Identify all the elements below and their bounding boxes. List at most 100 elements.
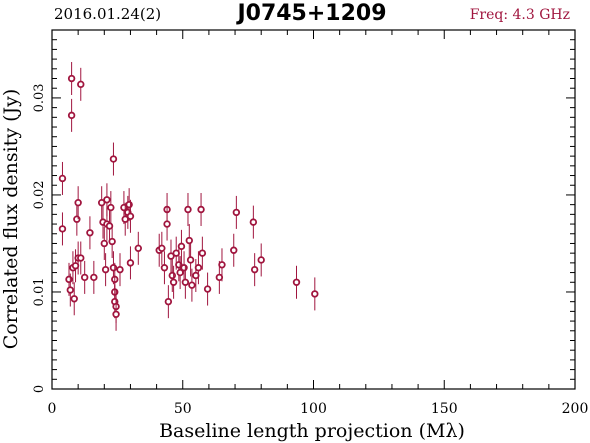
- point-marker: [65, 275, 73, 284]
- data-point: [116, 253, 124, 287]
- point-marker: [194, 264, 203, 272]
- point-marker: [230, 246, 238, 254]
- point-marker: [192, 271, 200, 280]
- point-marker: [250, 265, 259, 274]
- data-point: [250, 253, 259, 287]
- y-tick-label: 0.01: [32, 277, 47, 306]
- y-tick-label: 0: [32, 385, 47, 393]
- data-point: [90, 260, 98, 294]
- data-point: [311, 277, 319, 311]
- data-point: [188, 268, 196, 302]
- point-marker: [203, 285, 212, 293]
- point-marker: [126, 212, 135, 220]
- data-point: [80, 260, 89, 294]
- data-point: [257, 243, 265, 277]
- data-point: [194, 251, 203, 285]
- point-marker: [176, 268, 184, 277]
- data-point: [67, 62, 76, 96]
- point-marker: [58, 225, 67, 233]
- point-marker: [185, 236, 193, 245]
- source-name: J0745+1209: [235, 1, 386, 26]
- point-marker: [66, 286, 75, 294]
- data-point: [184, 193, 192, 226]
- data-point: [177, 229, 186, 263]
- data-point: [181, 265, 190, 299]
- point-marker: [181, 278, 190, 286]
- data-point: [126, 199, 135, 233]
- data-point: [112, 297, 120, 331]
- point-marker: [97, 199, 106, 207]
- y-tick-label: 0.02: [32, 180, 47, 209]
- point-marker: [177, 242, 186, 251]
- point-marker: [73, 215, 81, 223]
- data-point: [167, 239, 175, 273]
- point-marker: [218, 261, 226, 269]
- point-marker: [172, 249, 180, 257]
- point-marker: [86, 229, 94, 237]
- data-point: [97, 186, 106, 220]
- data-point: [67, 98, 76, 132]
- point-marker: [158, 244, 166, 253]
- point-marker: [74, 199, 82, 207]
- data-point: [158, 231, 166, 265]
- data-point: [232, 195, 241, 229]
- data-point: [134, 231, 142, 265]
- plot-axes: [51, 29, 576, 390]
- data-point: [168, 258, 176, 292]
- data-point: [203, 272, 212, 306]
- point-marker: [292, 278, 301, 286]
- point-marker: [109, 155, 118, 163]
- point-marker: [70, 295, 78, 303]
- data-points: [58, 62, 319, 331]
- y-tick-label: 0.03: [32, 83, 47, 112]
- point-marker: [90, 273, 98, 282]
- data-point: [164, 285, 173, 319]
- data-point: [74, 186, 82, 220]
- data-point: [198, 236, 207, 270]
- point-marker: [112, 310, 120, 318]
- point-marker: [164, 297, 173, 306]
- data-point: [101, 253, 110, 287]
- point-marker: [108, 237, 116, 246]
- point-marker: [101, 265, 110, 274]
- point-marker: [160, 264, 169, 272]
- point-marker: [232, 208, 241, 217]
- point-marker: [180, 264, 188, 272]
- data-point: [169, 265, 178, 299]
- data-point: [176, 256, 184, 290]
- point-marker: [163, 220, 171, 228]
- point-marker: [169, 278, 178, 286]
- data-point: [58, 161, 67, 195]
- point-marker: [134, 244, 142, 253]
- point-marker: [67, 74, 76, 83]
- data-point: [107, 191, 115, 225]
- data-point: [186, 243, 195, 277]
- point-marker: [71, 262, 80, 270]
- data-point: [109, 142, 118, 176]
- point-marker: [311, 290, 319, 298]
- x-tick-label: 200: [562, 401, 589, 417]
- point-marker: [184, 205, 192, 214]
- point-marker: [126, 259, 135, 267]
- point-marker: [188, 281, 196, 289]
- data-point: [71, 249, 80, 283]
- point-marker: [105, 222, 114, 230]
- data-point: [77, 67, 85, 101]
- x-axis-label: Baseline length projection (Mλ): [159, 420, 465, 442]
- data-point: [249, 205, 258, 239]
- data-point: [77, 241, 85, 275]
- point-marker: [215, 273, 224, 282]
- data-point: [70, 282, 78, 316]
- point-marker: [257, 256, 265, 264]
- data-point: [108, 225, 116, 259]
- point-marker: [249, 218, 258, 226]
- point-marker: [100, 239, 108, 248]
- data-point: [230, 233, 238, 267]
- x-tick-label: 100: [300, 401, 327, 417]
- point-marker: [197, 205, 205, 214]
- observation-date: 2016.01.24(2): [54, 5, 161, 23]
- data-point: [66, 273, 75, 307]
- point-marker: [107, 203, 115, 212]
- frequency-label: Freq: 4.3 GHz: [470, 7, 570, 23]
